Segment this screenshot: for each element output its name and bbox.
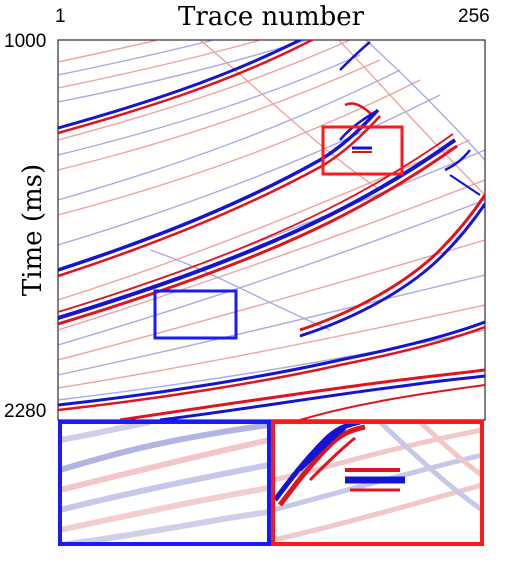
- figure-title: Trace number: [178, 2, 365, 32]
- inset-blue-frame: [58, 420, 271, 546]
- y-axis-start-label: 1000: [4, 31, 47, 52]
- seismic-section-frame: [57, 39, 486, 421]
- inset-red-frame: [271, 420, 484, 546]
- inset-red-content: [273, 422, 482, 543]
- zoom-box-red: [321, 125, 404, 176]
- fault-features: [339, 41, 481, 196]
- seismic-section: [58, 40, 485, 420]
- x-axis-end-label: 256: [458, 6, 490, 27]
- x-axis-start-label: 1: [55, 6, 66, 27]
- y-axis-end-label: 2280: [4, 401, 47, 422]
- strong-reflectors: [58, 40, 485, 420]
- faint-reflectors: [58, 40, 485, 401]
- zoom-box-blue: [153, 289, 238, 340]
- inset-blue-content: [60, 422, 269, 544]
